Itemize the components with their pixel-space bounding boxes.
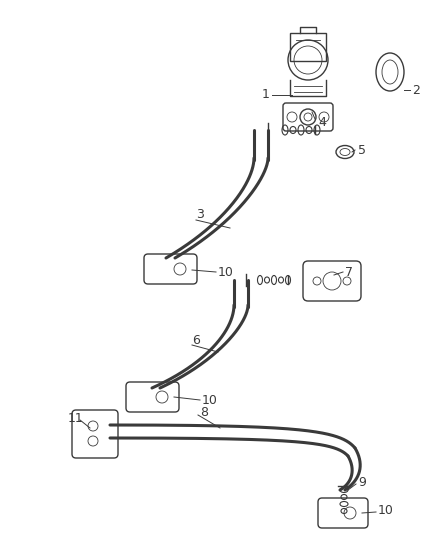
Text: 8: 8 [200,406,208,418]
Text: 5: 5 [358,143,366,157]
Text: 10: 10 [218,265,234,279]
Bar [290,33,326,61]
Text: 3: 3 [196,208,204,222]
Text: 7: 7 [345,265,353,279]
Text: 4: 4 [318,116,326,128]
Text: 1: 1 [262,88,270,101]
Text: 11: 11 [68,411,84,424]
Text: 2: 2 [412,84,420,96]
Text: 10: 10 [202,393,218,407]
Text: 9: 9 [358,475,366,489]
Text: 10: 10 [378,504,394,516]
Text: 6: 6 [192,334,200,346]
